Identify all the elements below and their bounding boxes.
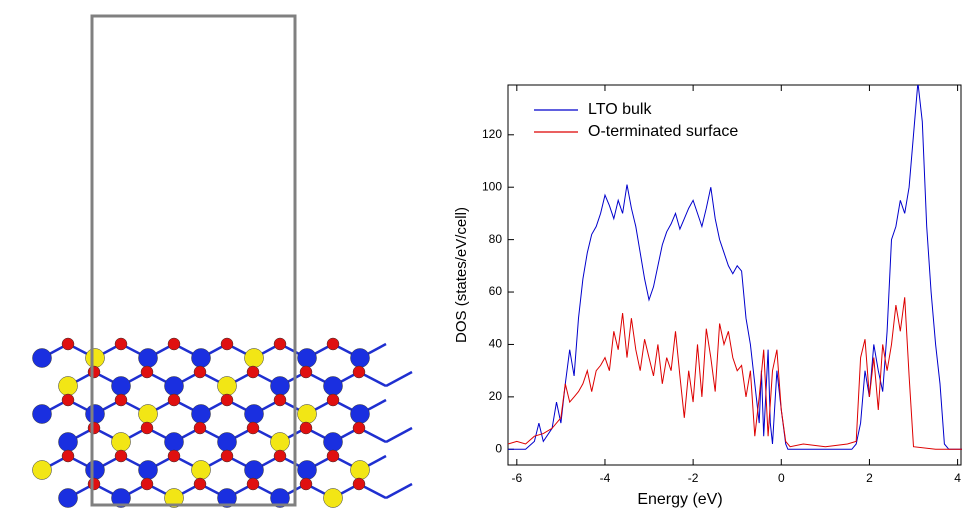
oxygen-atom: [327, 394, 339, 406]
oxygen-atom: [300, 422, 312, 434]
figure: Energy (eV) DOS (states/eV/cell) -6 -4 -2 0…: [0, 0, 962, 515]
titanium-atom: [59, 433, 78, 452]
bond: [386, 484, 412, 498]
oxygen-atom: [327, 450, 339, 462]
oxygen-atom: [88, 366, 100, 378]
lithium-atom: [351, 461, 370, 480]
oxygen-atom: [88, 422, 100, 434]
y-tick-label: 0: [495, 441, 502, 455]
legend-label: LTO bulk: [588, 101, 652, 118]
titanium-atom: [351, 405, 370, 424]
titanium-atom: [218, 433, 237, 452]
x-tick-label: 4: [954, 471, 961, 485]
x-tick-label: 0: [778, 471, 785, 485]
titanium-atom: [298, 461, 317, 480]
crystal-structure: [33, 338, 413, 508]
oxygen-atom: [194, 366, 206, 378]
titanium-atom: [165, 433, 184, 452]
oxygen-atom: [247, 422, 259, 434]
bond: [386, 428, 412, 442]
oxygen-atom: [88, 478, 100, 490]
lithium-atom: [59, 377, 78, 396]
titanium-atom: [59, 489, 78, 508]
oxygen-atom: [300, 478, 312, 490]
oxygen-atom: [194, 478, 206, 490]
oxygen-atom: [115, 338, 127, 350]
y-tick-label: 80: [489, 232, 503, 246]
oxygen-atom: [168, 450, 180, 462]
titanium-atom: [139, 461, 158, 480]
oxygen-atom: [168, 338, 180, 350]
oxygen-atom: [274, 450, 286, 462]
lithium-atom: [33, 461, 52, 480]
oxygen-atom: [141, 422, 153, 434]
lithium-atom: [218, 377, 237, 396]
titanium-atom: [139, 349, 158, 368]
titanium-atom: [271, 377, 290, 396]
oxygen-atom: [221, 394, 233, 406]
titanium-atom: [33, 405, 52, 424]
oxygen-atom: [274, 338, 286, 350]
titanium-atom: [298, 349, 317, 368]
titanium-atom: [192, 405, 211, 424]
y-axis-label: DOS (states/eV/cell): [453, 207, 470, 343]
oxygen-atom: [353, 422, 365, 434]
titanium-atom: [192, 349, 211, 368]
oxygen-atom: [353, 366, 365, 378]
x-axis-label: Energy (eV): [637, 491, 722, 508]
titanium-atom: [245, 461, 264, 480]
y-tick-label: 20: [489, 389, 503, 403]
oxygen-atom: [274, 394, 286, 406]
oxygen-atom: [62, 450, 74, 462]
y-tick-label: 100: [482, 179, 502, 193]
lithium-atom: [139, 405, 158, 424]
oxygen-atom: [115, 394, 127, 406]
titanium-atom: [33, 349, 52, 368]
oxygen-atom: [247, 478, 259, 490]
oxygen-atom: [247, 366, 259, 378]
series-line: [508, 297, 962, 449]
oxygen-atom: [194, 422, 206, 434]
titanium-atom: [324, 377, 343, 396]
y-tick-label: 60: [489, 284, 503, 298]
titanium-atom: [324, 433, 343, 452]
x-tick-label: -6: [511, 471, 522, 485]
bond: [386, 372, 412, 386]
x-tick-label: -2: [688, 471, 699, 485]
oxygen-atom: [62, 394, 74, 406]
oxygen-atom: [141, 478, 153, 490]
lithium-atom: [324, 489, 343, 508]
titanium-atom: [112, 377, 131, 396]
oxygen-atom: [300, 366, 312, 378]
oxygen-atom: [353, 478, 365, 490]
titanium-atom: [86, 461, 105, 480]
titanium-atom: [351, 349, 370, 368]
lithium-atom: [271, 433, 290, 452]
oxygen-atom: [221, 450, 233, 462]
oxygen-atom: [327, 338, 339, 350]
titanium-atom: [165, 377, 184, 396]
titanium-atom: [245, 405, 264, 424]
titanium-atom: [86, 405, 105, 424]
lithium-atom: [112, 433, 131, 452]
x-tick-label: -4: [600, 471, 611, 485]
legend-label: O-terminated surface: [588, 123, 738, 140]
oxygen-atom: [141, 366, 153, 378]
plot-frame: [508, 85, 961, 465]
y-tick-label: 120: [482, 127, 502, 141]
oxygen-atom: [115, 450, 127, 462]
x-tick-label: 2: [866, 471, 873, 485]
oxygen-atom: [168, 394, 180, 406]
lithium-atom: [298, 405, 317, 424]
y-tick-label: 40: [489, 337, 503, 351]
oxygen-atom: [221, 338, 233, 350]
oxygen-atom: [62, 338, 74, 350]
lithium-atom: [86, 349, 105, 368]
lithium-atom: [192, 461, 211, 480]
page: Energy (eV) DOS (states/eV/cell) -6 -4 -2 0…: [0, 0, 962, 515]
lithium-atom: [245, 349, 264, 368]
